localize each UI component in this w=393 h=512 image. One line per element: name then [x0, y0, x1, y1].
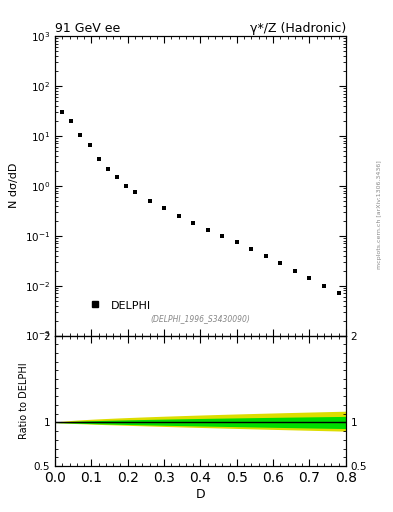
- Text: γ*/Z (Hadronic): γ*/Z (Hadronic): [250, 22, 346, 35]
- Y-axis label: N dσ/dD: N dσ/dD: [9, 163, 19, 208]
- Text: 91 GeV ee: 91 GeV ee: [55, 22, 120, 35]
- Text: (DELPHI_1996_S3430090): (DELPHI_1996_S3430090): [151, 314, 250, 324]
- Y-axis label: Ratio to DELPHI: Ratio to DELPHI: [20, 362, 29, 439]
- X-axis label: D: D: [196, 487, 205, 501]
- Text: mcplots.cern.ch [arXiv:1306.3436]: mcplots.cern.ch [arXiv:1306.3436]: [377, 161, 382, 269]
- Legend: DELPHI: DELPHI: [84, 295, 155, 315]
